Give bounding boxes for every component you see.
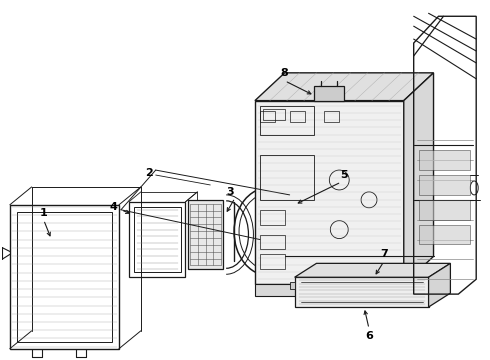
- Polygon shape: [290, 282, 294, 289]
- Polygon shape: [418, 200, 470, 220]
- Polygon shape: [255, 100, 404, 284]
- Polygon shape: [418, 150, 470, 170]
- Text: 5: 5: [341, 170, 348, 180]
- Text: 8: 8: [281, 68, 289, 78]
- Text: 3: 3: [226, 187, 234, 197]
- Polygon shape: [255, 73, 434, 100]
- Polygon shape: [294, 277, 429, 307]
- Polygon shape: [418, 225, 470, 244]
- Polygon shape: [255, 284, 404, 296]
- Polygon shape: [315, 86, 344, 100]
- Polygon shape: [294, 264, 450, 277]
- Polygon shape: [429, 264, 450, 307]
- Text: 4: 4: [109, 202, 117, 212]
- Text: 6: 6: [365, 331, 373, 341]
- Text: 1: 1: [40, 208, 48, 218]
- Text: 2: 2: [145, 168, 152, 178]
- Polygon shape: [418, 175, 470, 195]
- Polygon shape: [189, 200, 223, 269]
- Polygon shape: [404, 73, 434, 284]
- Text: 7: 7: [380, 249, 388, 260]
